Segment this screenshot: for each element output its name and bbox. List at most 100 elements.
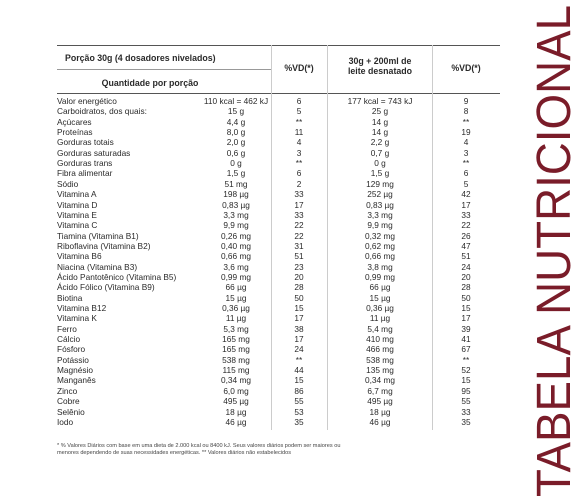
cell-value: 2,0 g — [226, 137, 246, 148]
cell-value: 15 g — [227, 106, 245, 117]
cell-value: 39 — [461, 323, 471, 334]
cell-value: 177 kcal = 743 kJ — [347, 96, 413, 106]
cell-value: 17 — [294, 199, 304, 210]
cell-value: 11 — [294, 127, 304, 138]
cell-value: 4 — [463, 137, 469, 148]
cell-label: Iodo — [57, 416, 74, 427]
cell-value: 95 — [461, 385, 471, 396]
cell-label: Ferro — [57, 323, 77, 334]
cell-value: 33 — [461, 209, 471, 220]
cell-value: 15 — [294, 303, 304, 313]
cell-value: 41 — [461, 334, 471, 345]
cell-value: 35 — [461, 416, 471, 427]
cell-value: 115 mg — [222, 365, 250, 376]
cell-value: 17 — [294, 313, 304, 324]
cell-value: 0,99 mg — [365, 271, 395, 282]
cell-value: 51 — [461, 251, 471, 262]
cell-value: 18 µg — [225, 406, 247, 417]
cell-value: 15 — [461, 375, 471, 386]
cell-value: 15 — [294, 375, 304, 386]
cell-label: Manganês — [57, 375, 96, 386]
cell-label: Selênio — [57, 406, 85, 417]
cell-value: 22 — [461, 220, 471, 231]
cell-value: 24 — [461, 261, 471, 272]
cell-label: Potássio — [57, 354, 89, 365]
cell-label: Gorduras saturadas — [57, 147, 131, 158]
cell-value: 165 mg — [222, 334, 250, 345]
rule — [57, 45, 500, 46]
cell-value: 0,83 µg — [366, 199, 394, 210]
cell-value: 86 — [294, 385, 304, 396]
cell-value: 0,6 g — [226, 147, 246, 158]
cell-value: ** — [462, 158, 470, 169]
cell-value: 51 — [294, 251, 304, 262]
cell-label: Fósforo — [57, 344, 86, 355]
cell-value: 38 — [294, 323, 304, 334]
cell-value: 20 — [461, 271, 471, 282]
cell-label: Zinco — [57, 385, 78, 396]
cell-label: Vitamina E — [57, 209, 97, 220]
cell-value: 11 µg — [369, 313, 391, 324]
cell-value: 6 — [463, 168, 469, 179]
cell-value: 50 — [294, 292, 304, 303]
cell-value: 17 — [294, 334, 304, 345]
cell-value: 47 — [461, 240, 471, 251]
cell-value: 0,7 g — [370, 147, 390, 158]
header-portion-milk: 30g + 200ml de leite desnatado — [347, 56, 413, 76]
cell-value: 46 µg — [225, 416, 247, 427]
cell-label: Ácido Fólico (Vitamina B9) — [57, 282, 155, 293]
cell-label: Niacina (Vitamina B3) — [57, 261, 138, 272]
cell-label: Vitamina B12 — [57, 303, 107, 313]
cell-value: 2,2 g — [370, 137, 390, 148]
cell-value: 2 — [296, 178, 302, 189]
cell-label: Gorduras totais — [57, 137, 114, 148]
cell-value: 18 µg — [369, 406, 391, 417]
cell-value: 22 — [294, 230, 304, 241]
vertical-title: TABELA NUTRICIONAL — [528, 5, 581, 497]
cell-value: 1,5 g — [226, 168, 246, 179]
cell-value: 15 — [461, 303, 471, 313]
cell-value: 495 µg — [223, 396, 249, 407]
cell-value: 53 — [294, 406, 304, 417]
cell-value: 110 kcal = 462 kJ — [203, 96, 269, 106]
cell-value: 42 — [461, 189, 471, 200]
cell-value: ** — [295, 116, 303, 127]
cell-value: 0,40 mg — [221, 240, 251, 251]
cell-label: Vitamina A — [57, 189, 97, 200]
cell-value: 0,36 µg — [222, 303, 250, 313]
cell-label: Vitamina D — [57, 199, 98, 210]
cell-value: 3 — [463, 147, 469, 158]
cell-value: ** — [462, 116, 470, 127]
cell-value: 28 — [461, 282, 471, 293]
cell-value: 9 — [463, 96, 469, 106]
rule — [57, 69, 271, 70]
header-vd: %VD(*) — [451, 63, 481, 73]
cell-value: 31 — [294, 240, 304, 251]
cell-value: 6 — [296, 168, 302, 179]
cell-label: Valor energético — [57, 96, 117, 106]
cell-label: Vitamina B6 — [57, 251, 102, 262]
cell-value: 17 — [461, 313, 471, 324]
cell-value: 20 — [294, 271, 304, 282]
cell-value: 495 µg — [367, 396, 393, 407]
cell-label: Açúcares — [57, 116, 92, 127]
cell-value: 0 g — [230, 158, 242, 169]
cell-value: 0,36 µg — [366, 303, 394, 313]
cell-label: Carboidratos, dos quais: — [57, 106, 147, 117]
cell-value: 24 — [294, 344, 304, 355]
cell-value: 55 — [461, 396, 471, 407]
cell-value: 46 µg — [369, 416, 391, 427]
rule — [57, 93, 500, 94]
cell-label: Riboflavina (Vitamina B2) — [57, 240, 151, 251]
divider — [432, 45, 433, 430]
cell-value: 6,7 mg — [367, 385, 393, 396]
cell-value: 538 mg — [366, 354, 394, 365]
cell-value: 15 µg — [225, 292, 247, 303]
cell-label: Biotina — [57, 292, 83, 303]
header-portion: Porção 30g (4 dosadores nivelados) — [65, 53, 216, 63]
cell-value: 44 — [294, 365, 304, 376]
cell-value: 0,26 mg — [221, 230, 251, 241]
cell-value: 9,9 mg — [367, 220, 393, 231]
cell-value: 5,3 mg — [223, 323, 249, 334]
